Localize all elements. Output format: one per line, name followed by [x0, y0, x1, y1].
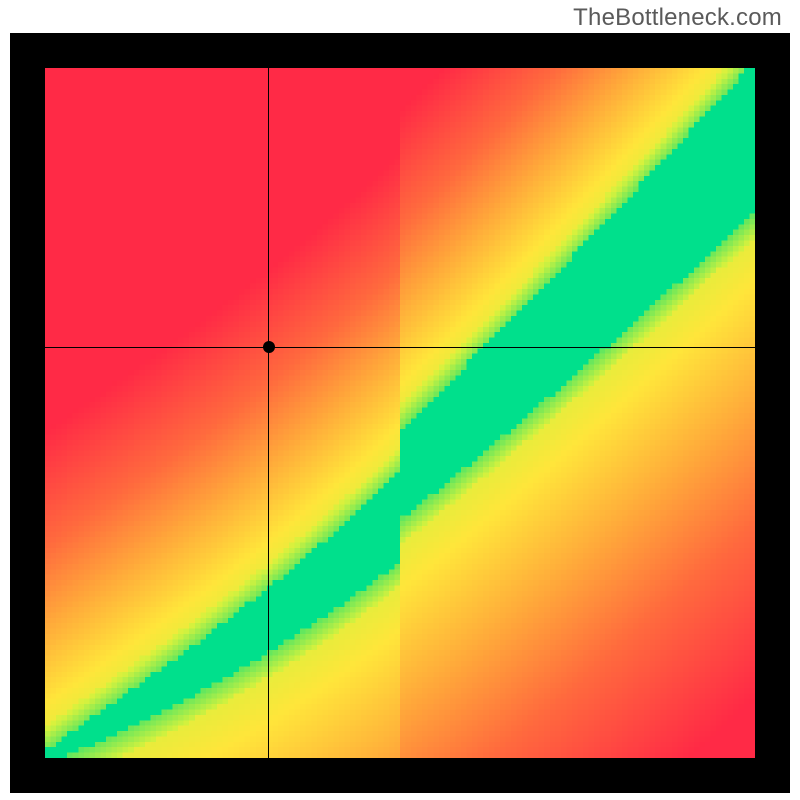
plot-border-right: [755, 33, 790, 793]
plot-border-top: [10, 33, 790, 68]
plot-border-left: [10, 33, 45, 793]
crosshair-marker: [263, 341, 275, 353]
plot-border-bottom: [10, 758, 790, 793]
heatmap-plot-area: [45, 68, 755, 758]
crosshair-vertical: [268, 68, 269, 758]
crosshair-horizontal: [45, 347, 755, 348]
watermark-text: TheBottleneck.com: [573, 4, 782, 32]
chart-stage: TheBottleneck.com: [0, 0, 800, 800]
heatmap-canvas: [45, 68, 755, 758]
